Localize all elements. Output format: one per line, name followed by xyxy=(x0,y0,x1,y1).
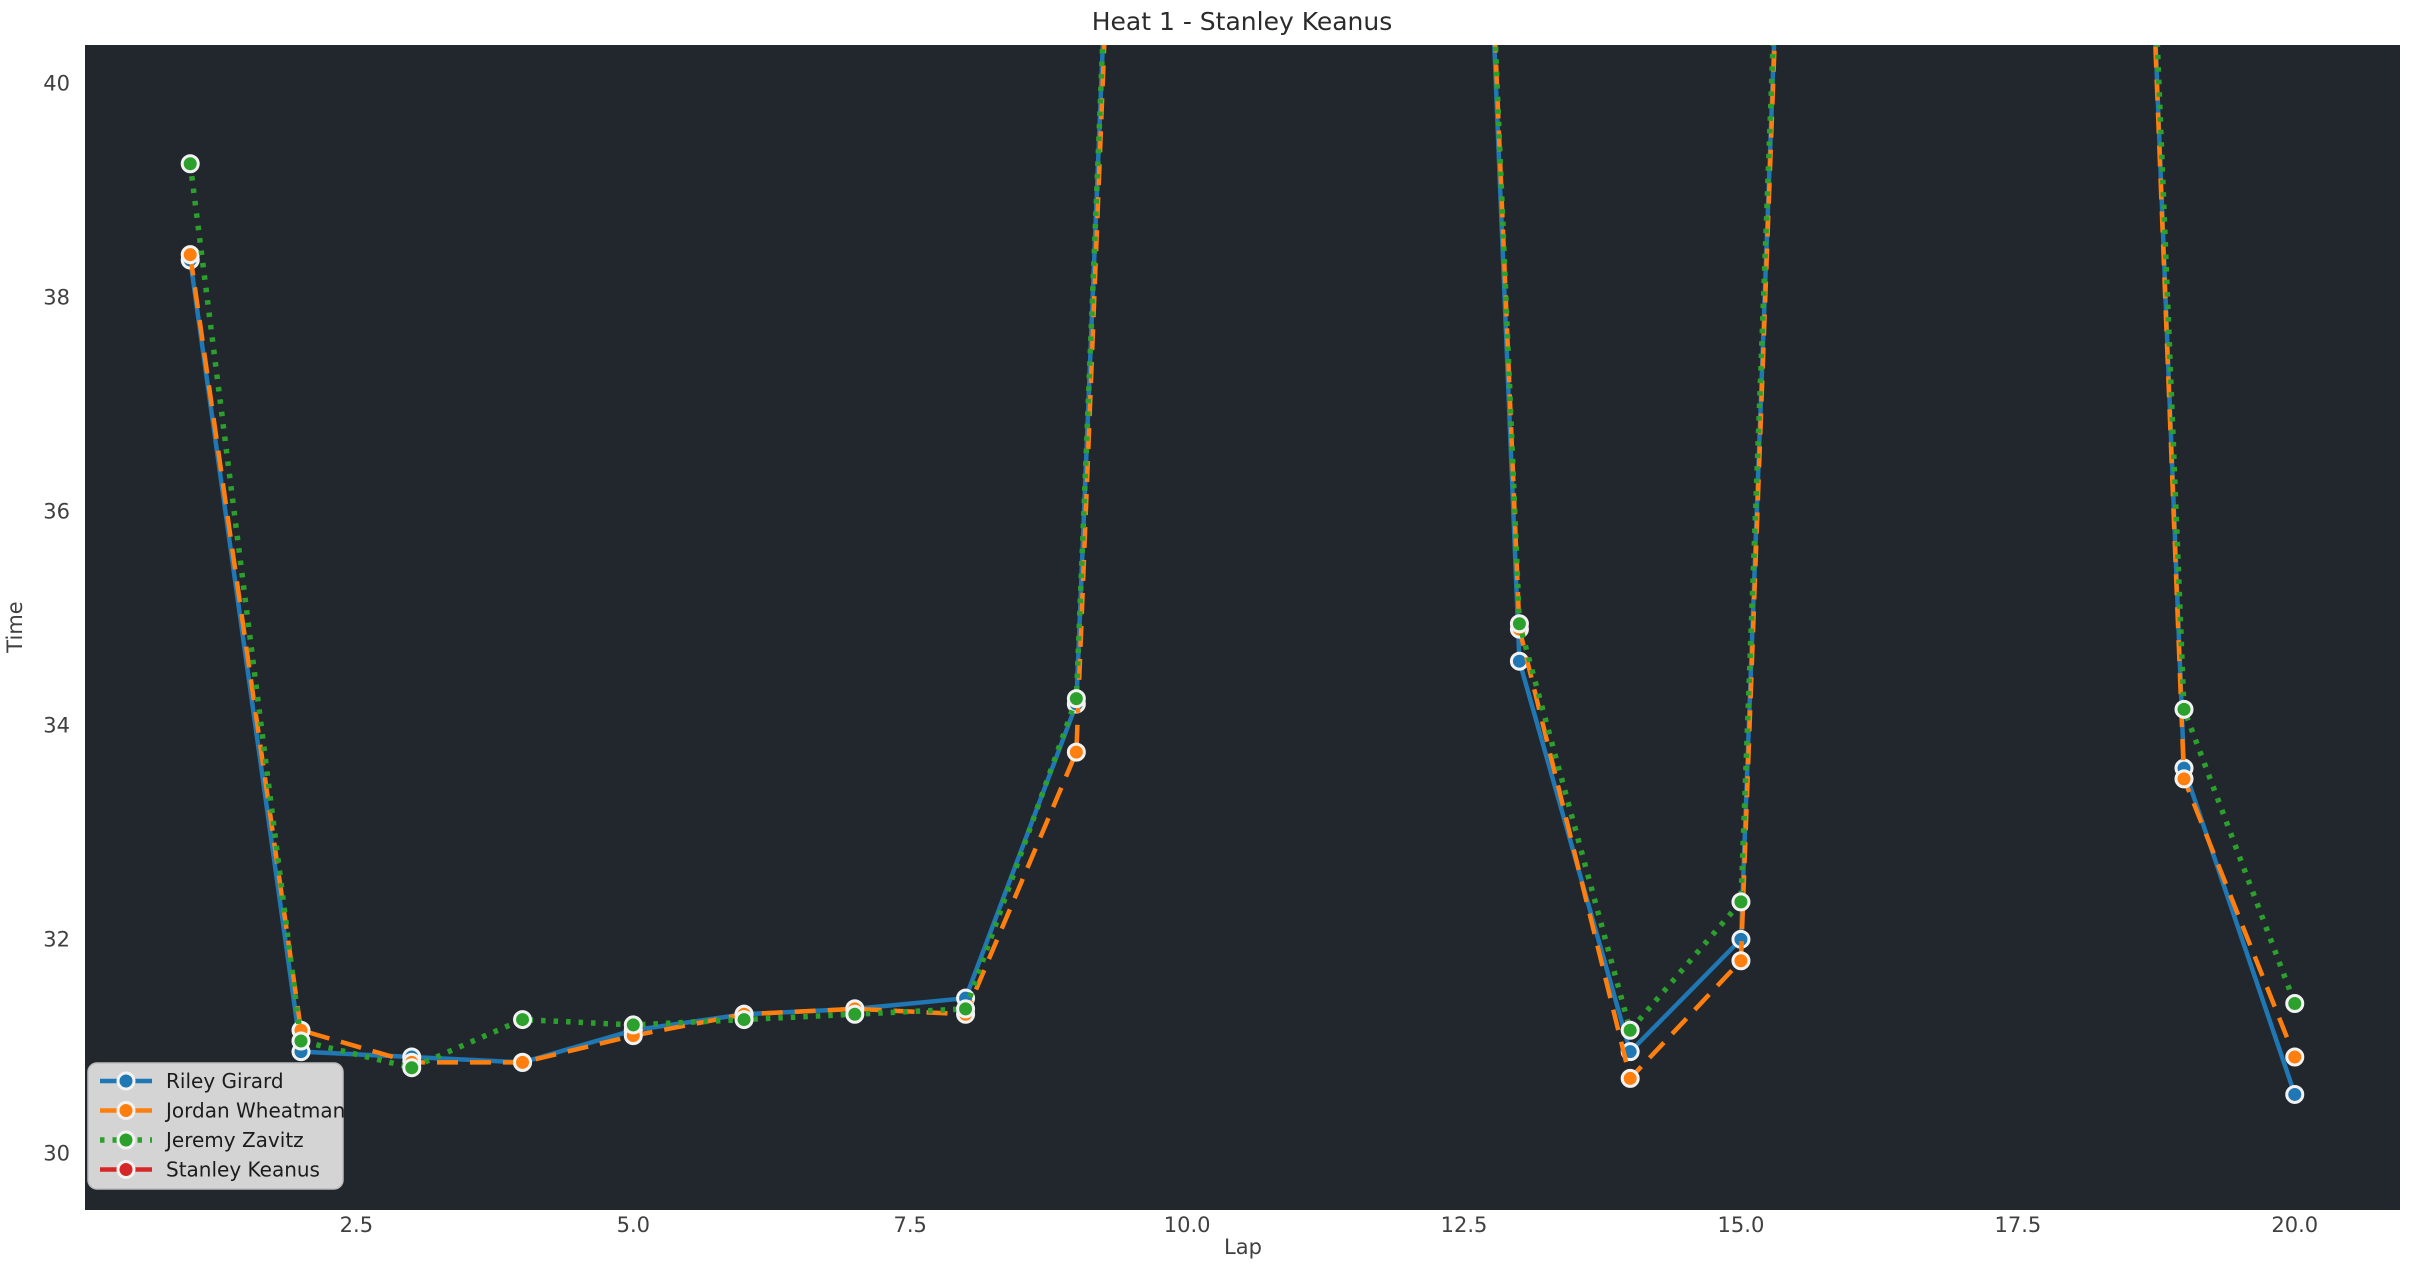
x-tick-label: 12.5 xyxy=(1441,1213,1488,1237)
data-point-jeremy-zavitz xyxy=(1731,892,1751,912)
legend-marker-jeremy-zavitz xyxy=(116,1130,136,1150)
data-point-jeremy-zavitz xyxy=(2174,699,2194,719)
legend-item-jeremy-zavitz: Jeremy Zavitz xyxy=(100,1128,304,1152)
y-tick-label: 38 xyxy=(43,285,70,309)
data-point-riley-girard xyxy=(2285,1084,2305,1104)
data-point-jeremy-zavitz xyxy=(845,1004,865,1024)
data-point-jeremy-zavitz xyxy=(1509,614,1529,634)
x-tick-label: 20.0 xyxy=(2271,1213,2318,1237)
legend-label-jeremy-zavitz: Jeremy Zavitz xyxy=(164,1128,304,1152)
legend-label-riley-girard: Riley Girard xyxy=(166,1069,284,1093)
legend-item-jordan-wheatman: Jordan Wheatman xyxy=(100,1099,345,1123)
x-tick-label: 15.0 xyxy=(1718,1213,1765,1237)
y-tick-label: 30 xyxy=(43,1141,70,1165)
data-point-jeremy-zavitz xyxy=(2285,994,2305,1014)
y-tick-label: 34 xyxy=(43,713,70,737)
legend: Riley Girard Jordan Wheatman Jeremy Zavitz… xyxy=(87,1062,345,1190)
legend-marker-jordan-wheatman xyxy=(116,1101,136,1120)
y-tick-label: 40 xyxy=(43,72,70,96)
y-axis-ticks: 30 32 34 36 38 40 xyxy=(43,72,70,1166)
data-point-jordan-wheatman xyxy=(2285,1047,2305,1067)
legend-label-jordan-wheatman: Jordan Wheatman xyxy=(164,1099,345,1123)
data-point-jeremy-zavitz xyxy=(291,1031,311,1051)
data-point-jeremy-zavitz xyxy=(402,1058,422,1078)
series-layer xyxy=(180,45,2305,1104)
series-line-jordan-wheatman xyxy=(187,45,2297,1081)
y-tick-label: 32 xyxy=(43,927,70,951)
x-axis-ticks: 2.5 5.0 7.5 10.0 12.5 15.0 17.5 20.0 xyxy=(340,1213,2318,1237)
x-tick-label: 7.5 xyxy=(894,1213,927,1237)
legend-item-stanley-keanus: Stanley Keanus xyxy=(100,1158,320,1182)
legend-item-riley-girard: Riley Girard xyxy=(100,1069,284,1093)
data-point-jordan-wheatman xyxy=(1731,951,1751,971)
legend-marker-riley-girard xyxy=(116,1071,136,1091)
data-point-jeremy-zavitz xyxy=(956,999,976,1019)
legend-marker-stanley-keanus xyxy=(116,1160,136,1179)
y-axis-label: Time xyxy=(3,601,27,653)
data-point-jeremy-zavitz xyxy=(513,1010,533,1030)
data-point-jordan-wheatman xyxy=(1066,742,1086,762)
data-point-jordan-wheatman xyxy=(180,245,200,265)
x-tick-label: 5.0 xyxy=(617,1213,650,1237)
data-point-jeremy-zavitz xyxy=(734,1010,754,1030)
data-point-jeremy-zavitz xyxy=(180,154,200,174)
x-tick-label: 2.5 xyxy=(340,1213,373,1237)
data-point-jeremy-zavitz xyxy=(1066,689,1086,709)
data-point-jeremy-zavitz xyxy=(1620,1020,1640,1040)
plot-area xyxy=(85,45,2400,1210)
legend-label-stanley-keanus: Stanley Keanus xyxy=(166,1158,320,1182)
data-point-jordan-wheatman xyxy=(1620,1068,1640,1088)
data-point-jordan-wheatman xyxy=(513,1052,533,1072)
x-tick-label: 17.5 xyxy=(1994,1213,2041,1237)
chart-title: Heat 1 - Stanley Keanus xyxy=(1092,7,1393,36)
y-tick-label: 36 xyxy=(43,499,70,523)
x-tick-label: 10.0 xyxy=(1164,1213,1211,1237)
data-point-jeremy-zavitz xyxy=(623,1015,643,1035)
data-point-jordan-wheatman xyxy=(2174,769,2194,789)
x-axis-label: Lap xyxy=(1224,1235,1262,1259)
legend-box xyxy=(87,1062,344,1190)
